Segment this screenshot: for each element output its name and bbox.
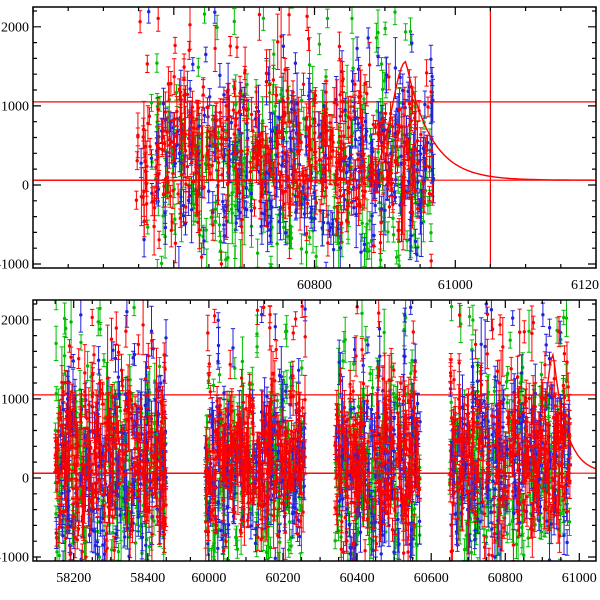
x-tick-label: 6120 — [571, 278, 599, 293]
y-tick-label: 1000 — [1, 392, 29, 407]
x-tick-label: 61000 — [562, 571, 597, 586]
y-tick-label: 1000 — [1, 99, 29, 114]
x-tick-label: 60200 — [266, 571, 301, 586]
y-tick-label: 2000 — [1, 313, 29, 328]
bottom-panel-points-red — [53, 304, 572, 559]
top-panel-ticks — [32, 7, 597, 268]
y-tick-label: 2000 — [1, 20, 29, 35]
top-panel-points-green — [146, 10, 435, 268]
x-tick-label: 60400 — [340, 571, 375, 586]
y-tick-label: -1000 — [0, 551, 29, 566]
bottom-panel-data-area — [33, 300, 596, 561]
y-tick-label: 0 — [22, 472, 29, 487]
bottom-panel: 58200 58400 60000 60200 60400 60600 60800 61000… — [0, 299, 597, 586]
x-tick-label: 60600 — [414, 571, 449, 586]
x-tick-label: 60000 — [191, 571, 226, 586]
top-panel-model-curve — [33, 60, 596, 181]
x-tick-label: 60800 — [488, 571, 523, 586]
y-tick-label: -1000 — [0, 258, 29, 273]
top-panel-data-area — [33, 7, 596, 268]
top-panel: 60800 61000 6120 -1000 0 1000 2000 — [0, 6, 599, 293]
x-tick-label: 61000 — [438, 278, 473, 293]
bottom-panel-model-curve — [33, 352, 596, 474]
bottom-panel-ticks — [33, 300, 596, 561]
x-tick-label: 60800 — [297, 278, 332, 293]
x-tick-label: 58400 — [130, 571, 165, 586]
y-tick-label: 0 — [22, 179, 29, 194]
x-tick-label: 58200 — [56, 571, 91, 586]
